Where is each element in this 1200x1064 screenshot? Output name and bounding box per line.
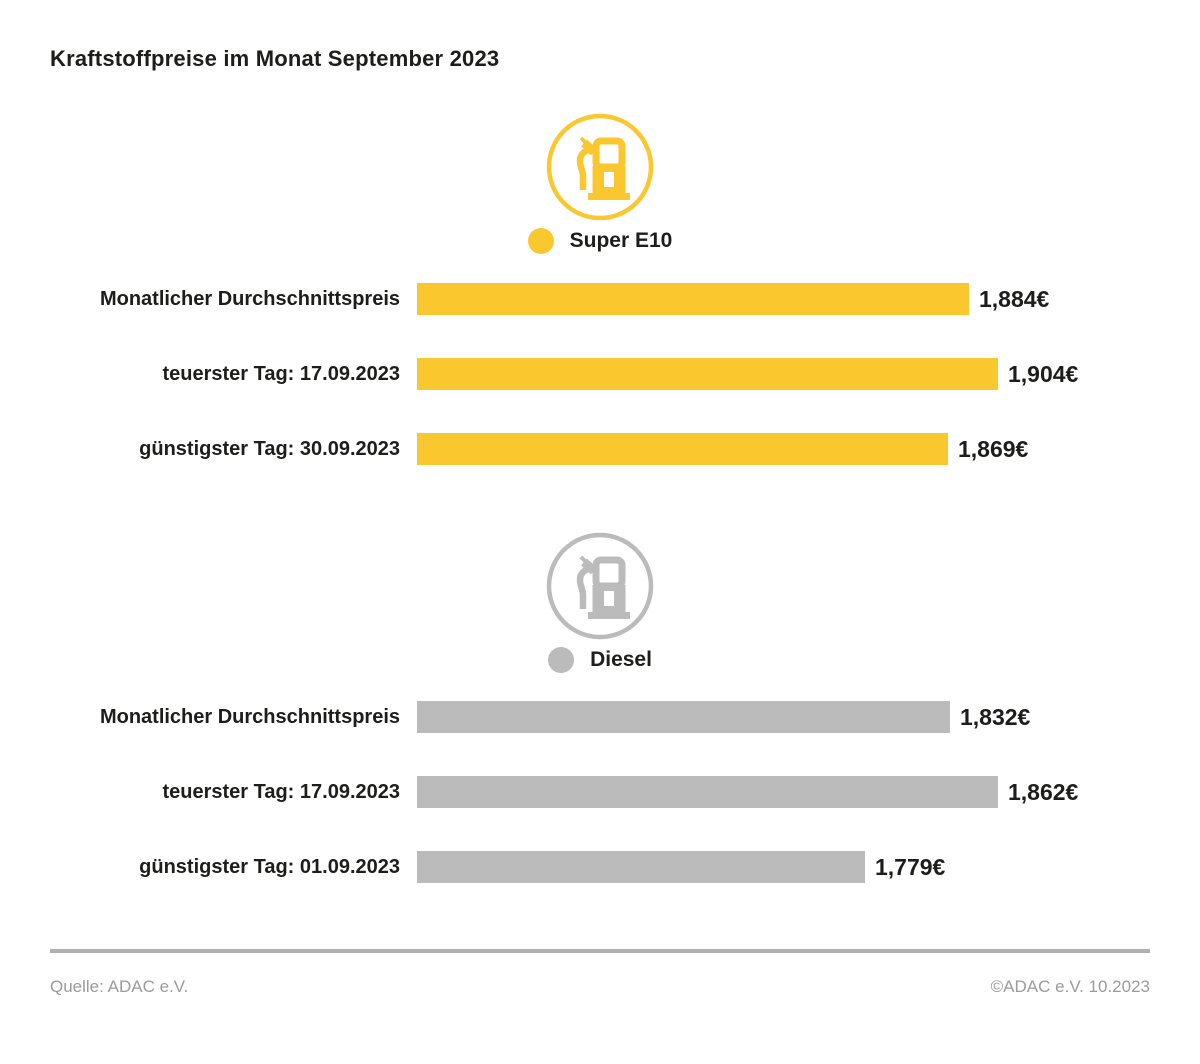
bar xyxy=(417,283,969,315)
bar-row: günstigster Tag: 30.09.2023 1,869€ xyxy=(0,433,1200,465)
section-diesel: Diesel Monatlicher Durchschnittspreis 1,… xyxy=(0,531,1200,883)
bar-value: 1,884€ xyxy=(979,285,1050,312)
bar-chart-super-e10: Monatlicher Durchschnittspreis 1,884€ te… xyxy=(0,283,1200,465)
page-title: Kraftstoffpreise im Monat September 2023 xyxy=(50,46,500,71)
legend-dot xyxy=(548,647,575,673)
bar-value: 1,779€ xyxy=(875,853,946,880)
legend-dot xyxy=(527,228,554,254)
bar-row: günstigster Tag: 01.09.2023 1,779€ xyxy=(0,851,1200,883)
bar-row-label: Monatlicher Durchschnittspreis xyxy=(99,705,400,728)
legend: Super E10 xyxy=(0,228,1200,254)
bar-row: teuerster Tag: 17.09.2023 1,862€ xyxy=(0,776,1200,808)
footer-divider xyxy=(50,949,1150,953)
copyright-text: ©ADAC e.V. 10.2023 xyxy=(990,977,1150,996)
bar xyxy=(417,701,950,733)
bar-value: 1,904€ xyxy=(1008,360,1079,387)
source-text: Quelle: ADAC e.V. xyxy=(50,977,189,996)
bar-row: teuerster Tag: 17.09.2023 1,904€ xyxy=(0,358,1200,390)
bar xyxy=(417,358,998,390)
bar-value: 1,832€ xyxy=(960,703,1031,730)
bar-row: Monatlicher Durchschnittspreis 1,884€ xyxy=(0,283,1200,315)
bar xyxy=(417,851,865,883)
bar-row-label: günstigster Tag: 01.09.2023 xyxy=(139,855,400,878)
bar-chart-diesel: Monatlicher Durchschnittspreis 1,832€ te… xyxy=(0,701,1200,883)
bar-row: Monatlicher Durchschnittspreis 1,832€ xyxy=(0,701,1200,733)
bar-value: 1,862€ xyxy=(1008,778,1079,805)
bar-row-label: günstigster Tag: 30.09.2023 xyxy=(139,437,400,460)
bar xyxy=(417,433,948,465)
legend-label: Diesel xyxy=(590,648,652,671)
legend: Diesel xyxy=(0,647,1200,673)
legend-label: Super E10 xyxy=(569,229,673,252)
fuel-pump-icon xyxy=(546,532,654,640)
bar-value: 1,869€ xyxy=(958,435,1029,462)
bar-row-label: teuerster Tag: 17.09.2023 xyxy=(162,362,400,385)
bar-row-label: Monatlicher Durchschnittspreis xyxy=(99,287,400,310)
footer: Quelle: ADAC e.V. ©ADAC e.V. 10.2023 xyxy=(50,977,1150,997)
bar-row-label: teuerster Tag: 17.09.2023 xyxy=(162,780,400,803)
section-super-e10: Super E10 Monatlicher Durchschnittspreis… xyxy=(0,112,1200,465)
fuel-pump-icon xyxy=(546,113,654,221)
bar xyxy=(417,776,998,808)
